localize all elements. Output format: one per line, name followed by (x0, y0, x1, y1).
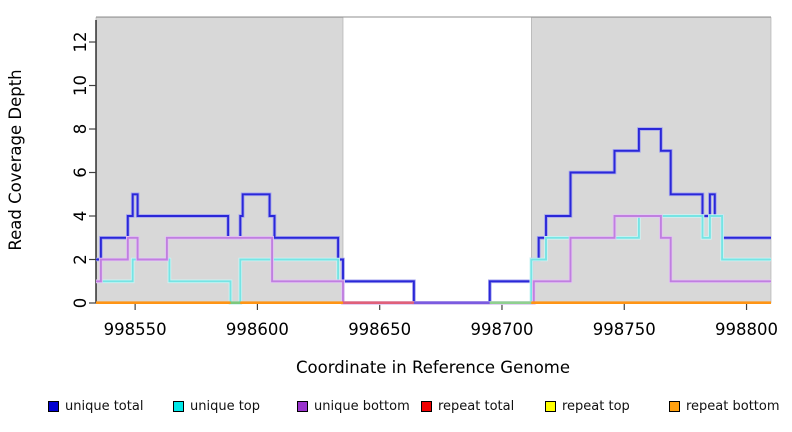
unique-top-swatch-icon (173, 400, 184, 412)
coverage-plot: 998550 998600 998650 998700 998750 998800 0 2 4 6… (6, 16, 778, 377)
y-axis-tick-label: 4 (71, 211, 90, 222)
y-axis-tick-label: 0 (71, 298, 90, 309)
x-axis-tick-label: 998750 (593, 320, 656, 339)
plot-layers: 998550 998600 998650 998700 998750 998800 0 2 4 6… (71, 16, 778, 339)
y-axis-tick-label: 2 (71, 254, 90, 265)
y-axis-title: Read Coverage Depth (6, 69, 25, 250)
legend-label: unique top (190, 398, 261, 414)
series-unique-bottom (96, 215, 771, 304)
x-axis-title: Coordinate in Reference Genome (296, 358, 570, 377)
legend-item-repeat-bottom: repeat bottom (669, 398, 780, 414)
unique-total-swatch-icon (48, 400, 59, 412)
legend-label: unique bottom (314, 398, 410, 414)
y-axis-tick-label: 6 (71, 167, 90, 178)
legend-item-repeat-total: repeat total (421, 398, 514, 414)
series-unique-total (96, 128, 771, 304)
y-axis-tick-label: 8 (71, 124, 90, 135)
legend-item-unique-total: unique total (48, 398, 143, 414)
legend-label: repeat total (438, 398, 515, 414)
unique-bottom-swatch-icon (297, 400, 308, 412)
x-axis-tick-label: 998800 (715, 320, 778, 339)
x-axis-tick-label: 998650 (348, 320, 411, 339)
repeat-top-swatch-icon (545, 400, 556, 412)
legend-item-unique-bottom: unique bottom (297, 398, 410, 414)
legend-label: unique total (65, 398, 144, 414)
legend-label: repeat top (562, 398, 630, 414)
legend-label: repeat bottom (686, 398, 780, 414)
legend: unique total unique top unique bottom re… (0, 398, 792, 418)
x-axis-tick-label: 998700 (470, 320, 533, 339)
x-axis-tick-label: 998550 (104, 320, 167, 339)
x-axis-tick-label: 998600 (226, 320, 289, 339)
y-axis-tick-label: 12 (71, 32, 90, 53)
repeat-total-swatch-icon (421, 400, 432, 412)
legend-item-unique-top: unique top (173, 398, 260, 414)
y-axis-tick-label: 10 (71, 75, 90, 96)
legend-item-repeat-top: repeat top (545, 398, 630, 414)
repeat-bottom-swatch-icon (669, 400, 680, 412)
